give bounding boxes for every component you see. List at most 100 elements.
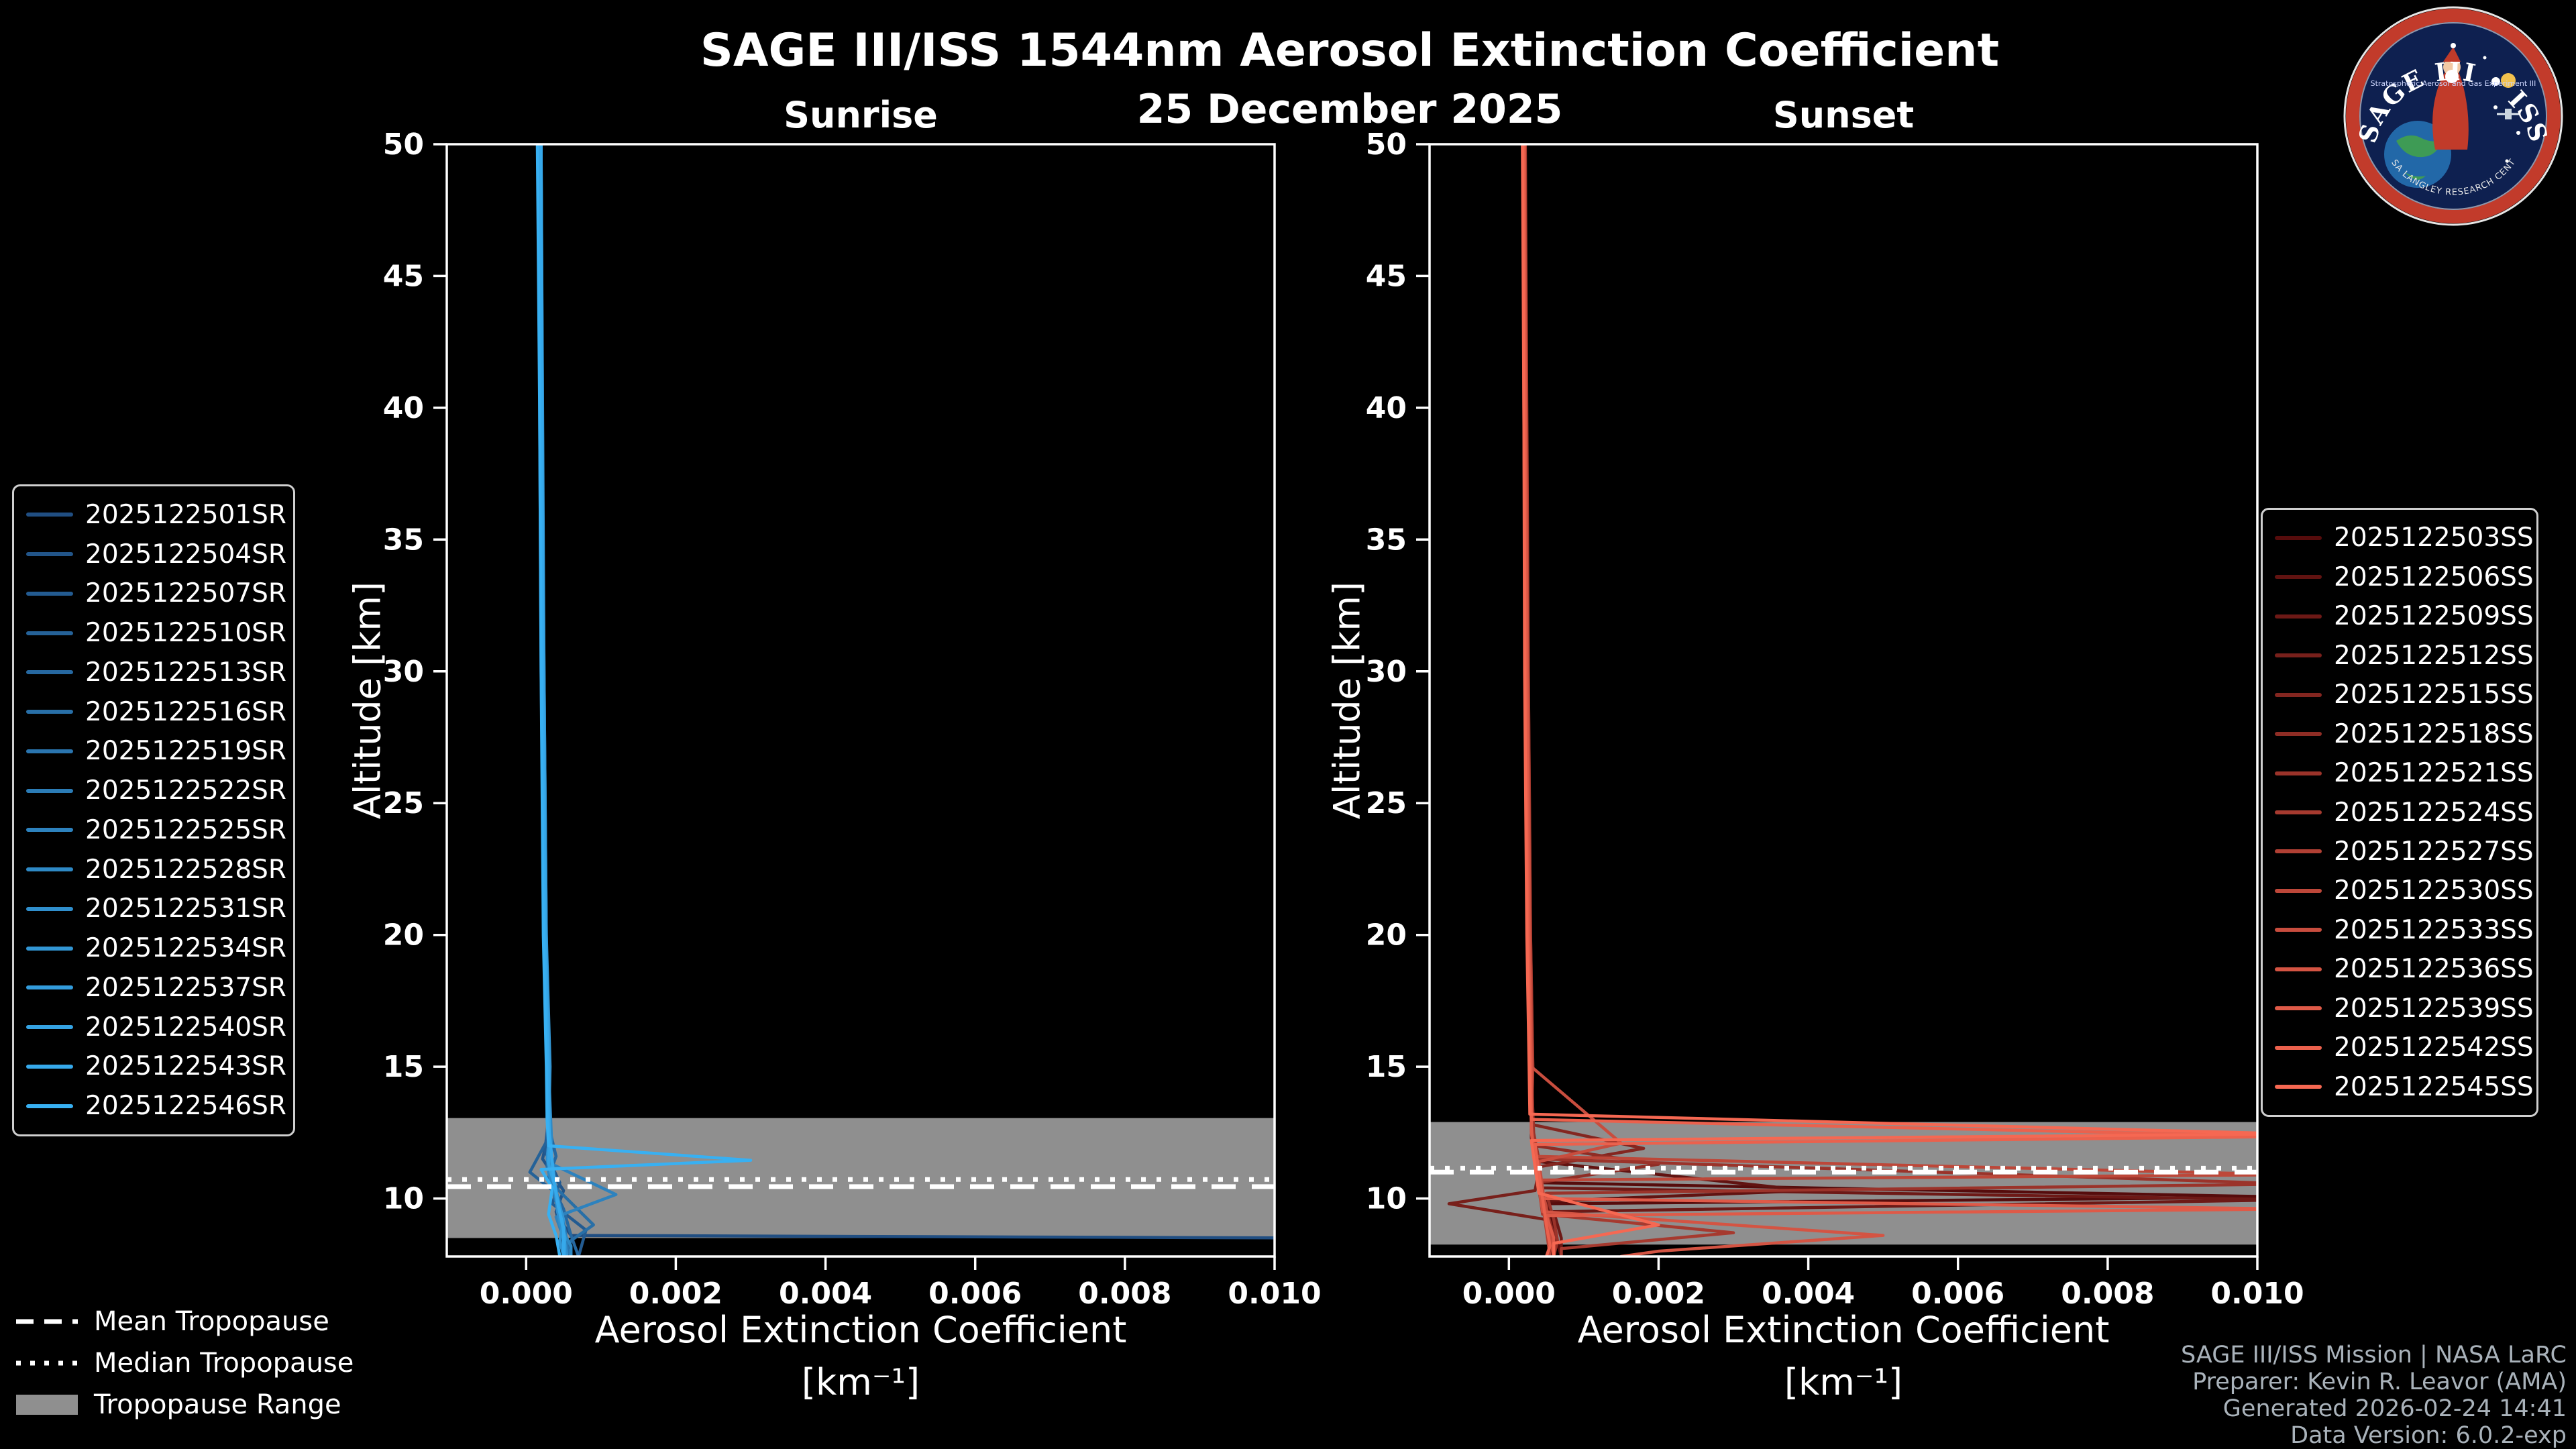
sunset-xlabel: Aerosol Extinction Coefficient [km⁻¹]	[1578, 1304, 2110, 1409]
y-tick-label: 15	[1366, 1050, 1407, 1084]
y-tick-label: 40	[383, 391, 424, 425]
legend-label: 2025122522SR	[85, 775, 286, 806]
logo-outer-ring	[2343, 6, 2563, 226]
legend-label: 2025122536SS	[2334, 954, 2534, 985]
sunset-plot: 0.000 0.002 0.004 0.006 0.008 0.010 10 15 20 25 30…	[1366, 127, 2304, 1311]
figure-title: SAGE III/ISS 1544nm Aerosol Extinction C…	[700, 24, 2000, 77]
legend-item: 2025122518SS	[2263, 719, 2536, 749]
legend-label: 2025122543SR	[85, 1051, 286, 1082]
legend-label: 2025122546SR	[85, 1091, 286, 1121]
y-tick-label: 15	[383, 1050, 424, 1084]
x-tick-label: 0.002	[1612, 1277, 1705, 1311]
legend-item: 2025122536SS	[2263, 954, 2536, 984]
x-tick-label: 0.000	[1462, 1277, 1556, 1311]
y-tick-label: 20	[383, 918, 424, 953]
legend-line-swatch	[26, 670, 73, 675]
credit-mission: SAGE III/ISS Mission | NASA LaRC	[2181, 1342, 2567, 1368]
legend-line-swatch	[2275, 1085, 2322, 1089]
y-tick-label: 30	[1366, 655, 1407, 689]
legend-line-swatch	[2275, 810, 2322, 814]
profile-line	[1522, 144, 2257, 1256]
x-tick-label: 0.008	[1078, 1277, 1171, 1311]
legend-line-swatch	[2275, 535, 2322, 540]
credits-block: SAGE III/ISS Mission | NASA LaRC Prepare…	[2181, 1342, 2567, 1449]
legend-label: 2025122513SR	[85, 657, 286, 688]
logo-inner-ring	[2359, 22, 2547, 210]
legend-item: 2025122527SS	[2263, 837, 2536, 867]
legend-item: 2025122542SS	[2263, 1032, 2536, 1063]
legend-item: 2025122504SR	[14, 539, 293, 570]
sunset-legend: 2025122503SS 2025122506SS 2025122509SS 2025…	[2261, 508, 2538, 1117]
legend-label: 2025122521SS	[2334, 758, 2534, 789]
legend-line-swatch	[26, 985, 73, 990]
logo-sun-icon	[2501, 73, 2516, 88]
legend-label: 2025122503SS	[2334, 523, 2534, 553]
profile-line	[1523, 144, 1660, 1256]
y-tick-label: 10	[383, 1182, 424, 1216]
y-tick-label: 25	[383, 786, 424, 820]
legend-label: 2025122518SS	[2334, 718, 2534, 749]
logo-figure-icon	[2432, 43, 2469, 150]
legend-item: 2025122522SR	[14, 775, 293, 806]
y-tick-label: 50	[1366, 127, 1407, 162]
legend-label: 2025122516SR	[85, 696, 286, 727]
mean-tropopause-label: Mean Tropopause	[94, 1306, 329, 1337]
credit-preparer: Preparer: Kevin R. Leavor (AMA)	[2192, 1368, 2567, 1395]
tropopause-legend: Mean Tropopause Median Tropopause Tropop…	[15, 1305, 354, 1421]
legend-label: 2025122531SR	[85, 894, 286, 924]
x-tick-label: 0.004	[1762, 1277, 1855, 1311]
profile-line	[1522, 144, 2257, 1256]
y-tick-label: 35	[1366, 523, 1407, 557]
legend-line-swatch	[26, 749, 73, 753]
profile-line	[1522, 144, 1623, 1256]
legend-item: 2025122512SS	[2263, 641, 2536, 671]
axes-border	[1428, 143, 2259, 1258]
sunrise-xlabel-text: Aerosol Extinction Coefficient	[594, 1309, 1127, 1351]
legend-line-swatch	[2275, 732, 2322, 737]
legend-label: 2025122545SS	[2334, 1071, 2534, 1102]
sunset-xlabel-text: Aerosol Extinction Coefficient	[1577, 1309, 2110, 1351]
legend-item: 2025122509SS	[2263, 601, 2536, 631]
x-tick-label: 0.006	[1911, 1277, 2004, 1311]
legend-label: 2025122507SR	[85, 578, 286, 609]
x-tick-label: 0.004	[779, 1277, 872, 1311]
legend-label: 2025122501SR	[85, 499, 286, 530]
profile-line	[1523, 144, 1885, 1256]
profile-line	[1522, 144, 2257, 1256]
profile-line	[1521, 144, 2257, 1256]
legend-label: 2025122527SS	[2334, 836, 2534, 867]
y-tick-label: 45	[1366, 259, 1407, 293]
legend-label: 2025122540SR	[85, 1012, 286, 1042]
legend-line-swatch	[26, 788, 73, 793]
legend-label: 2025122512SS	[2334, 640, 2534, 671]
sunrise-panel-title: Sunrise	[784, 94, 938, 136]
legend-label: 2025122510SR	[85, 618, 286, 648]
profile-line	[1523, 144, 1810, 1256]
credit-generated: Generated 2026-02-24 14:41	[2222, 1395, 2567, 1422]
sunset-xlabel-units: [km⁻¹]	[1784, 1361, 1903, 1403]
sunrise-xlabel: Aerosol Extinction Coefficient [km⁻¹]	[595, 1304, 1127, 1409]
sage-iii-iss-logo: SAGE III • ISS Stratospheric Aerosol and…	[2343, 5, 2563, 226]
legend-line-swatch	[2275, 1045, 2322, 1050]
legend-line-swatch	[26, 906, 73, 911]
legend-line-swatch	[2275, 928, 2322, 932]
legend-line-swatch	[2275, 692, 2322, 697]
legend-label: 2025122504SR	[85, 539, 286, 570]
legend-item: 2025122537SR	[14, 973, 293, 1003]
profile-line	[1522, 144, 1646, 1256]
legend-line-swatch	[26, 1104, 73, 1108]
sunrise-legend: 2025122501SR 2025122504SR 2025122507SR 2025…	[12, 484, 295, 1136]
y-tick-label: 10	[1366, 1182, 1407, 1216]
y-tick-label: 25	[1366, 786, 1407, 820]
legend-line-swatch	[2275, 967, 2322, 971]
legend-line-swatch	[26, 1025, 73, 1029]
x-tick-label: 0.010	[2210, 1277, 2304, 1311]
legend-item: 2025122530SS	[2263, 875, 2536, 906]
legend-line-swatch	[26, 552, 73, 556]
range-band-swatch	[16, 1395, 78, 1415]
legend-item: 2025122506SS	[2263, 562, 2536, 592]
legend-line-swatch	[2275, 653, 2322, 658]
y-tick-label: 45	[383, 259, 424, 293]
legend-line-swatch	[26, 591, 73, 596]
legend-item: 2025122546SR	[14, 1091, 293, 1121]
